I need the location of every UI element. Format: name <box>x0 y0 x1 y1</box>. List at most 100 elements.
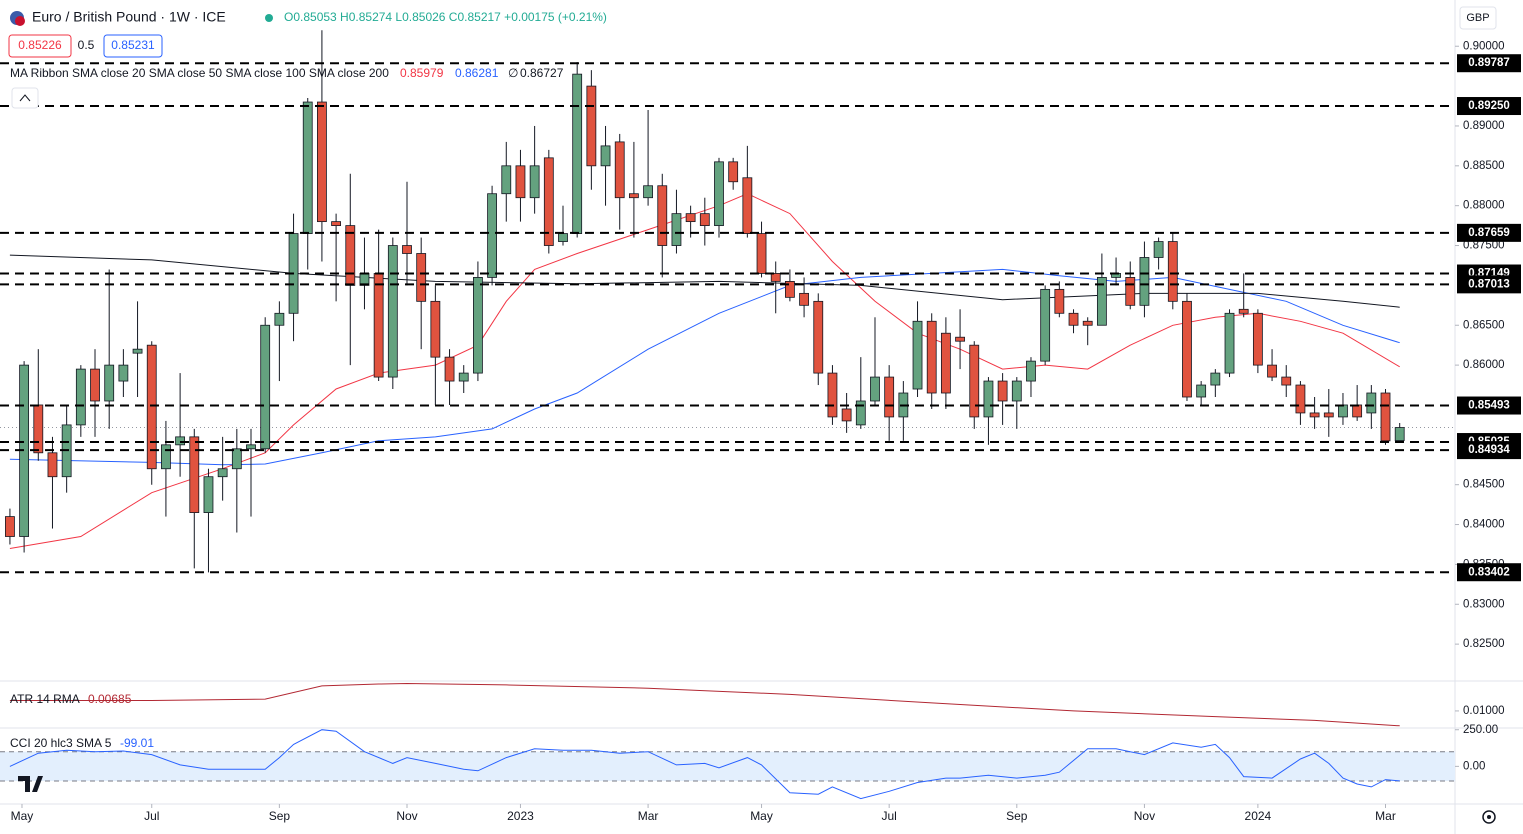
candle-body <box>586 85 597 167</box>
candle-body <box>1139 257 1150 306</box>
candle-body <box>813 300 824 374</box>
candle-body <box>90 368 100 402</box>
settings-icon[interactable] <box>1482 810 1496 824</box>
sell-price[interactable]: 0.85226 <box>18 38 62 52</box>
candle-body <box>515 165 526 199</box>
level-label-box <box>1457 396 1521 415</box>
candle-body <box>1096 277 1107 326</box>
y-tick-label: 0.86000 <box>1463 359 1505 371</box>
candle-body <box>5 516 15 537</box>
candle-body <box>841 408 852 422</box>
candle-body <box>558 233 568 242</box>
sell-button[interactable] <box>8 34 72 58</box>
candle-body <box>1224 312 1235 374</box>
candle-body <box>487 193 497 278</box>
buy-price[interactable]: 0.85231 <box>111 38 155 52</box>
candle-body <box>47 452 58 478</box>
logo[interactable] <box>18 776 43 792</box>
y-tick-label: 0.89000 <box>1463 120 1505 132</box>
moving-average <box>9 268 1400 466</box>
x-tick-label: Mar <box>1375 809 1396 823</box>
candle-body <box>912 320 923 390</box>
level-label: 0.89787 <box>1468 57 1510 69</box>
candle-body <box>118 364 129 382</box>
band-fill <box>0 751 1455 782</box>
candle-body <box>246 444 256 450</box>
candle-body <box>331 221 341 227</box>
market-status <box>265 14 273 22</box>
level-label-box <box>1457 563 1521 582</box>
level-label-box <box>1457 275 1521 294</box>
candle-body <box>430 300 441 358</box>
candle-body <box>1153 241 1164 258</box>
plot: 0.90000 0.89000 0.88500 0.88000 0.87500 0.865… <box>0 30 1521 823</box>
candle-body <box>387 245 398 378</box>
candle-body <box>799 292 809 306</box>
candle-body <box>132 348 143 354</box>
currency-button[interactable] <box>1459 6 1497 30</box>
currency[interactable]: GBP <box>1466 12 1489 24</box>
y-tick-label: 0.01000 <box>1463 705 1505 717</box>
candle-body <box>317 101 327 223</box>
y-tick-label: 0.82500 <box>1463 638 1505 650</box>
candle-body <box>600 145 611 167</box>
candle-body <box>1281 376 1292 386</box>
candle-body <box>345 225 356 286</box>
candle-body <box>1125 277 1136 306</box>
x-tick-label: Nov <box>396 809 417 823</box>
y-tick-label: 0.86500 <box>1463 319 1505 331</box>
candle-body <box>543 157 554 246</box>
candle-body <box>203 476 214 513</box>
candle-body <box>969 344 980 418</box>
atr-value: 0.00685 <box>88 692 132 706</box>
candle-body <box>1394 427 1405 442</box>
candle-body <box>189 436 200 513</box>
x-tick-label: Sep <box>269 809 291 823</box>
collapse-icon <box>19 94 31 102</box>
candle-body <box>501 165 512 195</box>
candle-body <box>685 213 696 223</box>
symbol-title: Euro / British Pound · 1W · ICE <box>32 9 226 25</box>
candle-body <box>175 436 186 446</box>
candle-body <box>1196 384 1207 398</box>
x-tick-label: Mar <box>638 809 659 823</box>
candle-body <box>1338 404 1348 418</box>
candle-body <box>756 233 767 274</box>
candle-body <box>1011 380 1022 402</box>
x-tick-label: Sep <box>1006 809 1028 823</box>
cci-label: CCI 20 hlc3 SMA 5 <box>10 736 112 750</box>
candle-body <box>1295 384 1306 414</box>
indicator-line <box>9 729 1400 800</box>
candle-body <box>955 336 965 342</box>
symbol-icon <box>15 16 25 26</box>
buy-button[interactable] <box>103 34 163 58</box>
level-label: 0.89250 <box>1468 100 1510 112</box>
collapse-button[interactable] <box>11 87 39 109</box>
candle-body <box>784 281 795 298</box>
candle-body <box>444 356 455 382</box>
candle-body <box>1068 312 1079 326</box>
candle-body <box>458 372 469 382</box>
candle-body <box>260 324 271 450</box>
y-tick-label: 0.84500 <box>1463 479 1505 491</box>
candle-body <box>657 185 668 246</box>
x-tick-label: May <box>11 809 34 823</box>
candle-body <box>671 213 682 246</box>
ohlc-legend: O0.85053 H0.85274 L0.85026 C0.85217 +0.0… <box>284 10 607 24</box>
candle-body <box>1082 320 1093 326</box>
candle-body <box>1323 412 1334 418</box>
level-label-box <box>1457 441 1521 460</box>
candle-body <box>274 312 285 326</box>
candle-body <box>997 380 1008 402</box>
indicator-value: 0.85979 <box>400 66 444 80</box>
y-tick-label: 0.88500 <box>1463 160 1505 172</box>
candle-body <box>870 376 880 402</box>
candle-body <box>33 404 44 454</box>
y-tick-label: 0.88000 <box>1463 200 1505 212</box>
candle-body <box>1210 372 1221 386</box>
candle-body <box>770 273 781 282</box>
candle-body <box>983 380 994 418</box>
candle-body <box>529 165 540 199</box>
candle-body <box>699 213 710 227</box>
